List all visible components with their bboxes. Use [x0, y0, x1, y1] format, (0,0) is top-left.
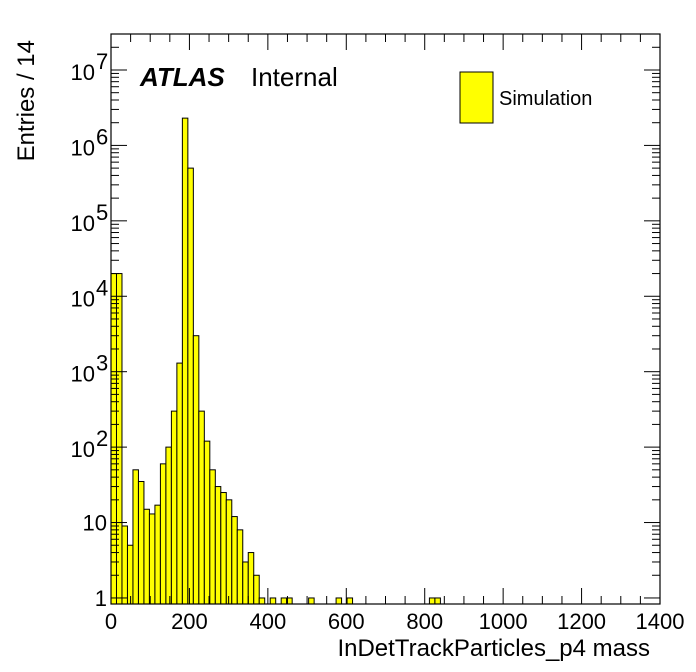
histogram-bin — [346, 597, 354, 605]
y-tick-label-exponent: 3 — [96, 351, 108, 376]
legend-entry-simulation: Simulation — [499, 88, 592, 110]
histogram-bin — [126, 544, 134, 605]
y-tick-label: 10 — [71, 362, 95, 387]
y-tick-label-exponent: 7 — [96, 49, 108, 74]
x-tick-label: 400 — [249, 609, 286, 634]
histogram-bin — [148, 513, 156, 605]
y-axis-title: Entries / 14 — [13, 40, 40, 161]
histogram-bin — [434, 597, 441, 605]
histogram-bin — [242, 561, 249, 605]
histogram-bin — [176, 362, 183, 605]
x-tick-label: 800 — [406, 609, 443, 634]
x-tick-labels: 0 200 400 600 800 1000 1200 1400 — [105, 609, 685, 634]
x-axis-title: InDetTrackParticles_p4 mass — [337, 635, 650, 662]
histogram-bin — [280, 597, 288, 605]
y-tick-label: 10 — [71, 286, 95, 311]
histogram-bin — [209, 469, 216, 605]
histogram-bin — [269, 597, 277, 605]
histogram-bin — [181, 117, 189, 605]
y-tick-label: 10 — [71, 211, 95, 236]
histogram-bin — [335, 597, 343, 605]
histogram-bin — [231, 516, 238, 605]
y-tick-label-exponent: 2 — [96, 426, 108, 451]
y-tick-label-exponent: 6 — [96, 124, 108, 149]
atlas-label: ATLAS — [139, 62, 225, 92]
axis-ticks — [110, 33, 661, 604]
histogram-bin — [143, 508, 150, 605]
y-tick-label: 10 — [71, 60, 95, 85]
y-tick-label: 10 — [71, 437, 95, 462]
y-tick-label-exponent: 4 — [96, 275, 108, 300]
histogram-bin — [170, 410, 178, 605]
histogram-bin — [137, 481, 145, 605]
histogram-bin — [121, 525, 128, 605]
histogram-bin — [192, 335, 200, 605]
x-tick-label: 200 — [171, 609, 208, 634]
histogram-bin — [225, 499, 233, 605]
histogram-bin — [258, 597, 266, 605]
histogram-bars — [110, 117, 441, 605]
legend-swatch — [459, 71, 494, 124]
histogram-bin — [198, 410, 205, 605]
histogram-bin — [165, 446, 172, 605]
y-tick-label: 10 — [71, 135, 95, 160]
histogram-bin — [253, 574, 260, 605]
histogram-bin — [115, 273, 123, 605]
x-tick-label: 600 — [328, 609, 365, 634]
histogram-bin — [308, 597, 315, 605]
y-tick-label: 10 — [83, 511, 107, 536]
histogram-bin — [220, 492, 227, 605]
histogram-bin — [214, 486, 222, 605]
histogram-bin — [159, 463, 167, 605]
histogram-bin — [236, 529, 244, 605]
atlas-sublabel: Internal — [251, 62, 338, 92]
y-tick-label: 1 — [95, 586, 107, 611]
histogram-bin — [203, 440, 211, 605]
y-tick-label-exponent: 5 — [96, 200, 108, 225]
x-tick-label: 0 — [105, 609, 117, 634]
x-tick-label: 1000 — [479, 609, 528, 634]
histogram-bin — [154, 504, 161, 605]
histogram-bin — [247, 552, 255, 605]
histogram-bin — [132, 469, 139, 605]
histogram-bin — [187, 167, 194, 605]
x-tick-label: 1400 — [636, 609, 685, 634]
x-tick-label: 1200 — [557, 609, 606, 634]
histogram-bin — [428, 597, 436, 605]
histogram-bin — [110, 273, 117, 605]
